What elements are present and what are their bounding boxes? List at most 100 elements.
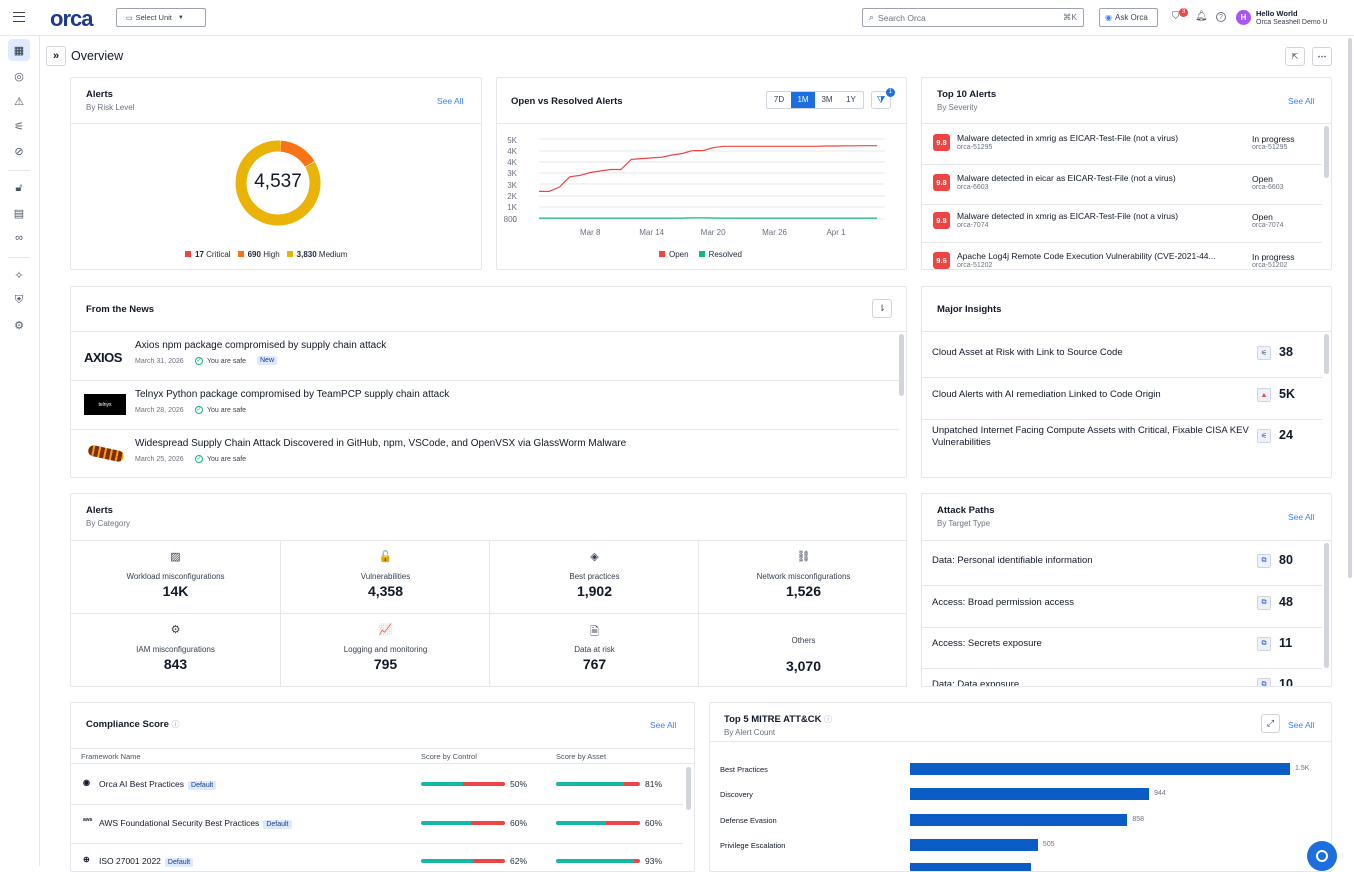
category-label[interactable]: Best practices (490, 572, 699, 581)
asset-score-rest (634, 859, 640, 863)
range-3m[interactable]: 3M (815, 92, 839, 108)
category-value[interactable]: 767 (490, 656, 699, 672)
row-divider (922, 164, 1322, 165)
mitre-bar[interactable] (910, 788, 1149, 800)
category-label[interactable]: Others (699, 636, 907, 645)
scrollbar[interactable] (1324, 126, 1329, 178)
insight-label[interactable]: Cloud Alerts with AI remediation Linked … (932, 389, 1252, 401)
gear-icon[interactable]: ⚙ (8, 314, 30, 336)
mitre-bar[interactable] (910, 839, 1038, 851)
category-value[interactable]: 3,070 (699, 658, 907, 674)
infinity-icon[interactable]: ∞ (8, 227, 30, 249)
attack-paths-card: Attack Paths By Target Type See All Data… (921, 493, 1332, 687)
range-1m[interactable]: 1M (791, 92, 815, 108)
sparkle-icon[interactable]: ✧ (8, 264, 30, 286)
divider (922, 123, 1332, 124)
sort-button[interactable]: ⇂ (872, 299, 892, 318)
unit-select[interactable]: ▭ Select Unit ▼ (116, 8, 206, 27)
mitre-bar[interactable] (910, 763, 1290, 775)
chat-fab-button[interactable] (1307, 841, 1337, 871)
donut-slice-high[interactable] (281, 146, 310, 164)
compass-icon[interactable]: ⊘ (8, 140, 30, 162)
category-value[interactable]: 843 (71, 656, 280, 672)
scrollbar[interactable] (1324, 334, 1329, 374)
workload-icon: ▨ (71, 550, 280, 563)
range-1y[interactable]: 1Y (839, 92, 863, 108)
attack-path-label[interactable]: Access: Secrets exposure (932, 638, 1042, 649)
scrollbar[interactable] (1324, 543, 1329, 668)
alert-title[interactable]: Apache Log4j Remote Code Execution Vulne… (957, 251, 1247, 261)
alert-title[interactable]: Malware detected in eicar as EICAR-Test-… (957, 173, 1247, 183)
category-value[interactable]: 14K (71, 583, 280, 599)
category-label[interactable]: Workload misconfigurations (71, 572, 280, 581)
expand-panel-button[interactable]: » (46, 46, 66, 66)
news-title[interactable]: Telnyx Python package compromised by Tea… (135, 389, 449, 400)
shield-icon[interactable]: ⛨ (8, 289, 30, 311)
attack-path-label[interactable]: Data: Data exposure (932, 679, 1019, 687)
attack-path-label[interactable]: Data: Personal identifiable information (932, 555, 1093, 566)
see-all-link[interactable]: See All (437, 96, 463, 106)
category-label[interactable]: Data at risk (490, 645, 699, 654)
see-all-link[interactable]: See All (1288, 96, 1314, 106)
share-button[interactable]: ⇱ (1285, 47, 1305, 66)
news-date: March 31, 2026 (135, 358, 184, 365)
insight-label[interactable]: Cloud Asset at Risk with Link to Source … (932, 347, 1252, 359)
scrollbar[interactable] (899, 334, 904, 396)
dashboard-icon[interactable]: ▦ (8, 39, 30, 61)
card-title: Top 5 MITRE ATT&CK ⓘ (724, 714, 832, 725)
alert-title[interactable]: Malware detected in xmrig as EICAR-Test-… (957, 133, 1247, 143)
row-divider (71, 380, 899, 381)
expand-button[interactable]: ⤢ (1261, 714, 1280, 733)
target-icon[interactable]: ◎ (8, 65, 30, 87)
see-all-link[interactable]: See All (1288, 512, 1314, 522)
range-7d[interactable]: 7D (767, 92, 791, 108)
page-scrollbar[interactable] (1348, 38, 1352, 578)
news-item[interactable]: wormWidespread Supply Chain Attack Disco… (71, 436, 899, 478)
category-value[interactable]: 1,902 (490, 583, 699, 599)
row-divider (922, 242, 1322, 243)
more-options-button[interactable]: ⋯ (1312, 47, 1332, 66)
see-all-link[interactable]: See All (650, 720, 676, 730)
category-label[interactable]: IAM misconfigurations (71, 645, 280, 654)
bell-icon[interactable]: 🔔︎ (1195, 11, 1208, 22)
attack-path-value: 80 (1279, 553, 1293, 567)
ask-orca-button[interactable]: ◉ Ask Orca (1099, 8, 1158, 27)
avatar[interactable]: H (1236, 10, 1251, 25)
mitre-bar[interactable] (910, 814, 1127, 826)
insight-label[interactable]: Unpatched Internet Facing Compute Assets… (932, 425, 1252, 448)
alert-triangle-icon[interactable]: ⚠ (8, 90, 30, 112)
attack-path-label[interactable]: Access: Broad permission access (932, 597, 1074, 608)
orca-logo[interactable]: orca (50, 6, 92, 32)
see-all-link[interactable]: See All (1288, 720, 1314, 730)
scrollbar[interactable] (686, 767, 691, 810)
category-value[interactable]: 4,358 (281, 583, 490, 599)
clipboard-icon[interactable]: ▤ (8, 202, 30, 224)
flow-icon[interactable]: ⚟ (8, 115, 30, 137)
lock-icon[interactable]: 🔓︎ (8, 177, 30, 199)
attack-path-value: 11 (1279, 636, 1292, 650)
category-label[interactable]: Logging and monitoring (281, 645, 490, 654)
safe-status: You are safe (207, 407, 246, 414)
framework-name[interactable]: AWS Foundational Security Best Practices… (99, 818, 292, 829)
series-line-open (539, 146, 877, 192)
hamburger-menu-icon[interactable] (13, 12, 25, 22)
search-input[interactable]: ⌕ Search Orca ⌘K (862, 8, 1084, 27)
category-label[interactable]: Vulnerabilities (281, 572, 490, 581)
open-swatch (659, 251, 665, 257)
divider (497, 123, 907, 124)
info-icon: ⓘ (172, 720, 180, 729)
category-label[interactable]: Network misconfigurations (699, 572, 907, 581)
category-value[interactable]: 1,526 (699, 583, 907, 599)
news-title[interactable]: Widespread Supply Chain Attack Discovere… (135, 438, 626, 449)
sidebar-divider-2 (8, 257, 30, 258)
alert-status: Open (1252, 212, 1273, 222)
alert-title[interactable]: Malware detected in xmrig as EICAR-Test-… (957, 211, 1247, 221)
help-icon[interactable]: ? (1216, 12, 1226, 22)
category-value[interactable]: 795 (281, 656, 490, 672)
news-title[interactable]: Axios npm package compromised by supply … (135, 340, 386, 351)
